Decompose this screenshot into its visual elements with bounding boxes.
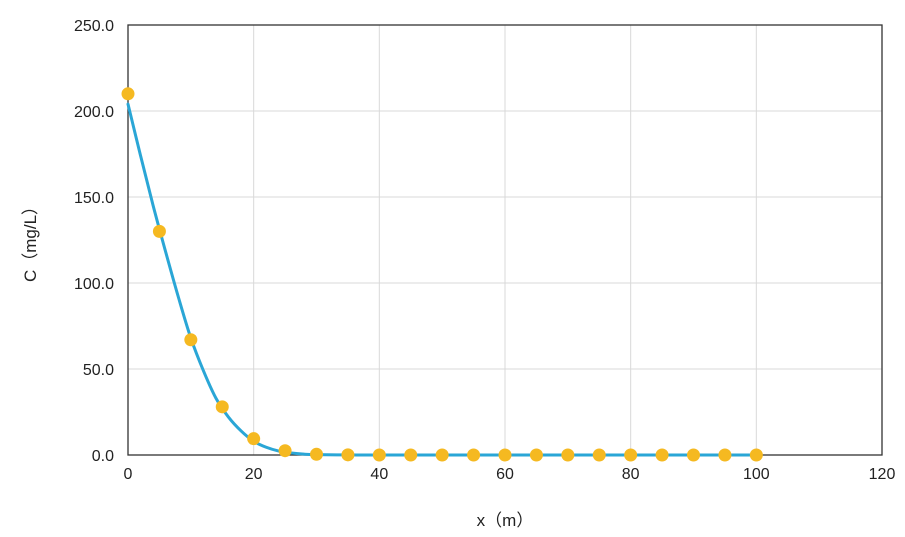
x-tick-label: 100 — [743, 466, 770, 483]
y-tick-label: 50.0 — [83, 362, 114, 379]
data-point — [341, 448, 355, 462]
data-point — [749, 448, 763, 462]
y-tick-label: 100.0 — [74, 276, 114, 293]
data-point — [498, 448, 512, 462]
data-point — [310, 447, 323, 461]
data-point — [718, 448, 732, 462]
x-axis-title: x（m） — [477, 511, 534, 530]
data-point — [624, 448, 638, 462]
data-point — [215, 400, 229, 414]
y-axis-title: C（mg/L） — [21, 198, 40, 282]
data-point — [121, 87, 135, 101]
y-tick-label: 200.0 — [74, 104, 114, 121]
x-tick-label: 120 — [869, 466, 896, 483]
y-tick-label: 250.0 — [74, 18, 114, 35]
data-point — [278, 444, 292, 458]
data-point — [184, 333, 198, 347]
data-point — [247, 432, 261, 446]
data-point — [561, 448, 575, 462]
data-point — [467, 448, 481, 462]
x-tick-label: 20 — [245, 466, 263, 483]
x-tick-label: 80 — [622, 466, 640, 483]
data-point — [687, 448, 700, 462]
tick-labels: 0 20 40 60 80 100 120 0.0 50.0 100.0 150.0 200.0 250… — [74, 18, 895, 483]
data-point — [592, 448, 606, 462]
x-tick-label: 40 — [370, 466, 388, 483]
data-point — [372, 448, 386, 462]
data-point — [152, 224, 166, 238]
y-tick-label: 0.0 — [92, 448, 114, 465]
x-tick-label: 60 — [496, 466, 514, 483]
y-tick-label: 150.0 — [74, 190, 114, 207]
data-point — [435, 448, 449, 462]
data-point — [529, 448, 543, 462]
data-point — [404, 448, 418, 462]
x-tick-label: 0 — [124, 466, 133, 483]
gridlines — [128, 25, 882, 455]
data-point — [655, 448, 669, 462]
data-series — [121, 87, 763, 462]
